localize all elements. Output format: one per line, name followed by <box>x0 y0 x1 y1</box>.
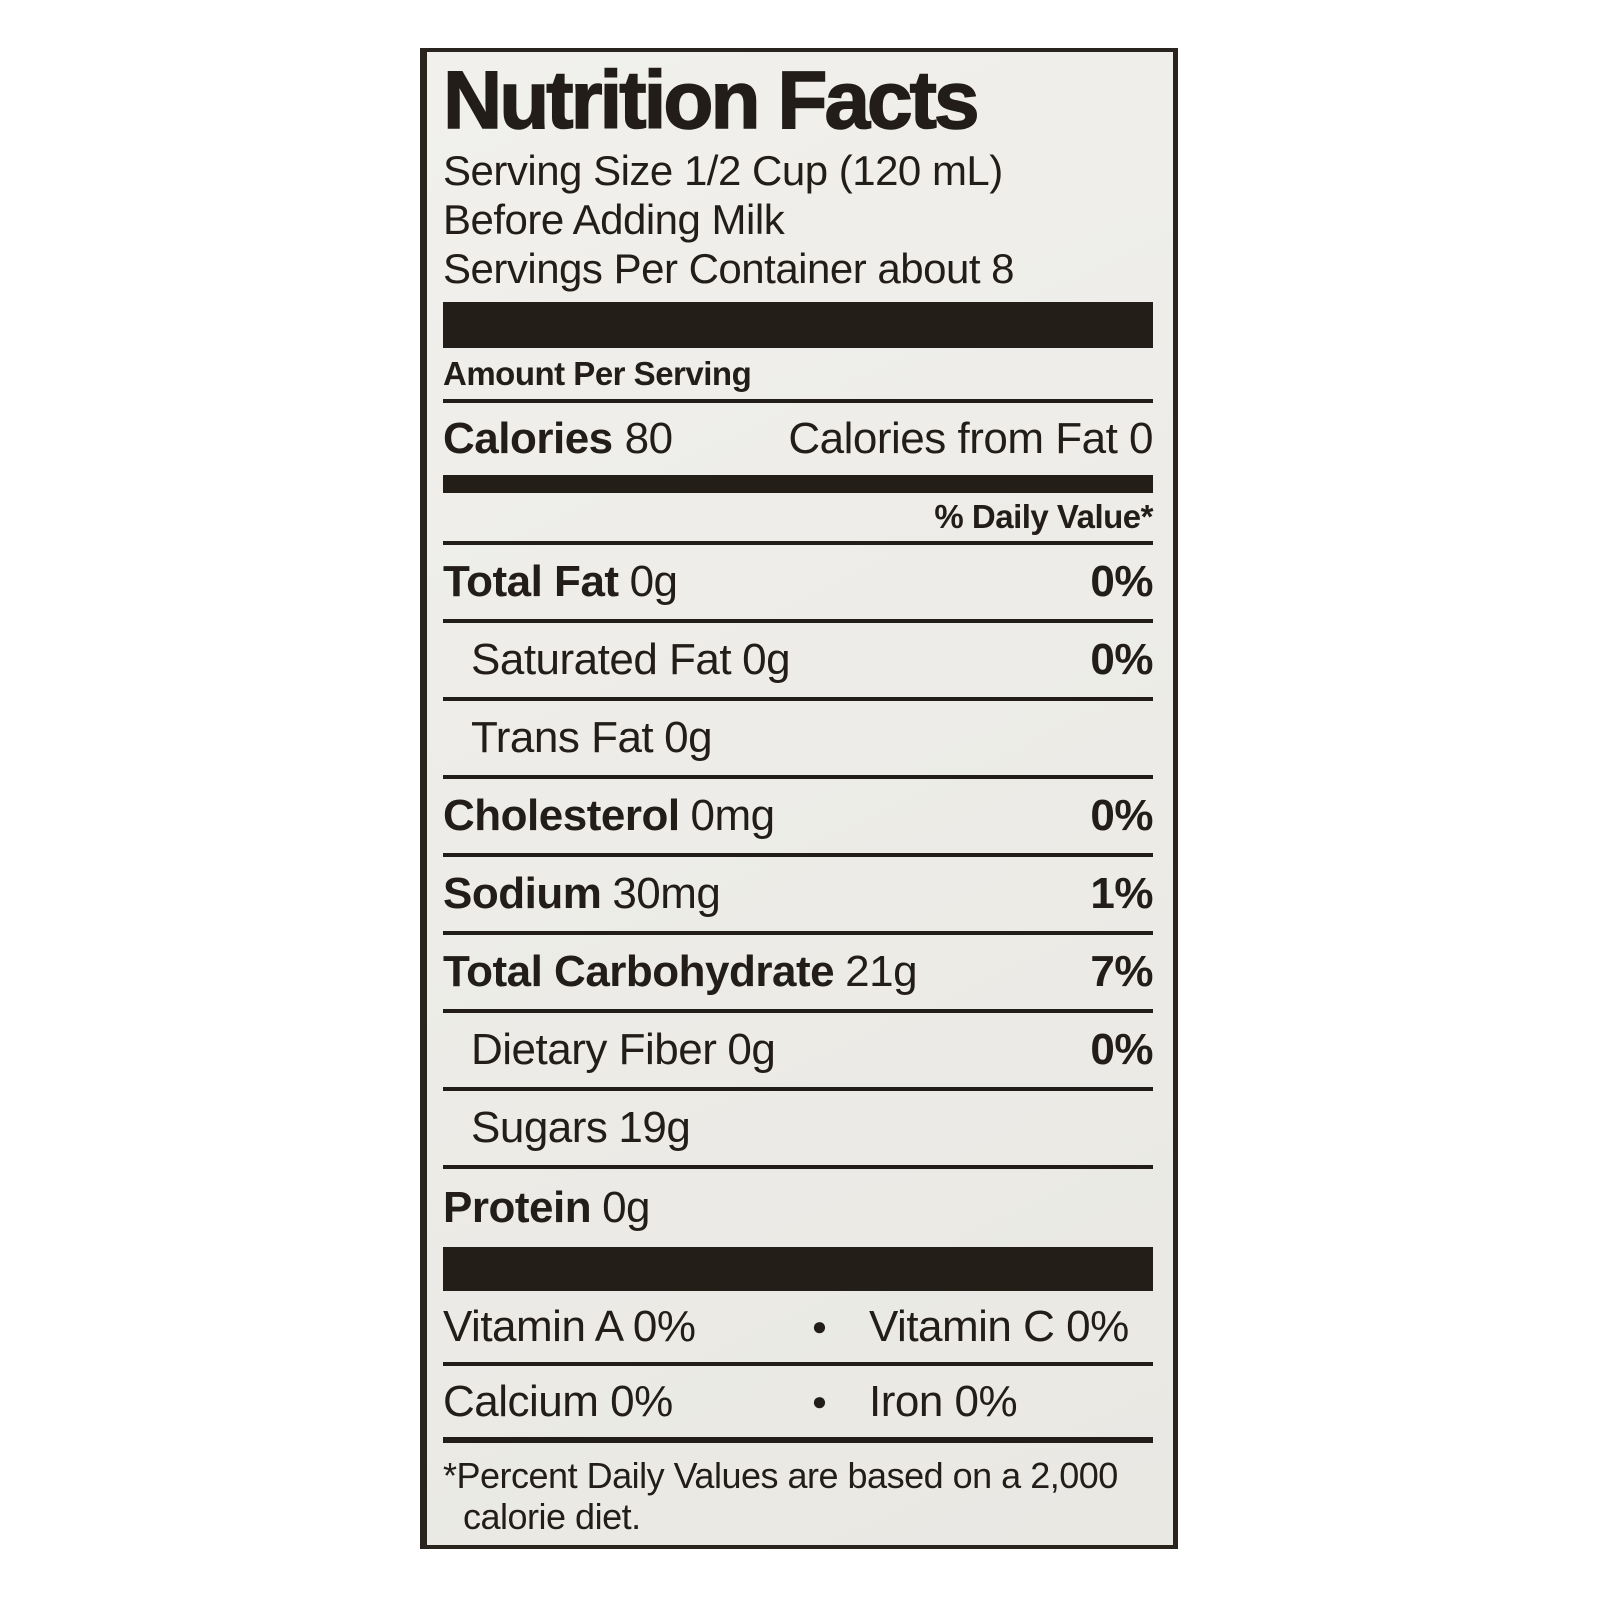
nutrient-row: Total Carbohydrate 21g 7% <box>443 935 1153 1013</box>
nutrient-daily-value: 0% <box>1090 1025 1153 1074</box>
medium-separator-bar <box>443 475 1153 493</box>
label-title: Nutrition Facts <box>442 55 980 147</box>
nutrient-amount: 0g <box>602 1183 651 1232</box>
nutrient-daily-value: 7% <box>1090 947 1153 996</box>
vitamin-row: Vitamin A 0% ● Vitamin C 0% <box>443 1291 1153 1366</box>
calories-value: 80 <box>624 414 673 463</box>
nutrient-row: Sodium 30mg 1% <box>443 857 1153 935</box>
nutrient-name-group: Total Fat 0g <box>443 557 678 607</box>
nutrient-name: Total Fat <box>443 557 619 606</box>
nutrient-amount: 19g <box>618 1103 691 1152</box>
nutrient-name: Saturated Fat <box>471 635 732 684</box>
nutrient-name-group: Saturated Fat 0g <box>443 635 791 685</box>
label-header: Nutrition Facts Serving Size 1/2 Cup (12… <box>442 52 1153 302</box>
nutrient-name-group: Cholesterol 0mg <box>443 791 775 841</box>
nutrient-name-group: Sugars 19g <box>443 1103 691 1153</box>
servings-per-container-line: Servings Per Container about 8 <box>443 245 1015 292</box>
nutrient-name: Trans Fat <box>471 713 654 762</box>
nutrient-row: Saturated Fat 0g 0% <box>443 623 1153 701</box>
calories-left: Calories 80 <box>443 414 673 464</box>
nutrient-name: Sugars <box>471 1103 608 1152</box>
nutrient-amount: 0mg <box>690 791 776 840</box>
nutrient-name-group: Total Carbohydrate 21g <box>443 947 918 997</box>
footnote: *Percent Daily Values are based on a 2,0… <box>443 1443 1153 1537</box>
nutrient-amount: 30mg <box>612 869 721 918</box>
nutrient-name-group: Protein 0g <box>443 1183 651 1233</box>
bullet-icon: ● <box>811 1386 828 1416</box>
daily-value-header: % Daily Value* <box>443 493 1154 545</box>
nutrient-name: Sodium <box>443 869 602 918</box>
nutrient-name-group: Dietary Fiber 0g <box>443 1025 776 1075</box>
vitamin-left: Vitamin A 0% <box>443 1301 696 1351</box>
nutrient-amount: 0g <box>742 635 791 684</box>
nutrient-row: Total Fat 0g 0% <box>443 545 1153 623</box>
nutrient-amount: 0g <box>629 557 678 606</box>
nutrient-amount: 0g <box>664 713 713 762</box>
calories-from-fat: Calories from Fat 0 <box>788 414 1153 463</box>
nutrient-daily-value: 1% <box>1090 869 1153 918</box>
nutrition-facts-label: Nutrition Facts Serving Size 1/2 Cup (12… <box>420 48 1178 1549</box>
nutrient-name: Protein <box>443 1183 592 1232</box>
vitamin-rows: Vitamin A 0% ● Vitamin C 0% Calcium 0% ● Iron… <box>443 1291 1153 1443</box>
nutrient-row: Protein 0g <box>443 1169 1153 1247</box>
vitamin-right: Vitamin C 0% <box>868 1301 1129 1351</box>
vitamin-left: Calcium 0% <box>443 1376 673 1426</box>
nutrient-daily-value: 0% <box>1090 557 1153 606</box>
nutrient-name-group: Sodium 30mg <box>443 869 721 919</box>
nutrient-row: Cholesterol 0mg 0% <box>443 779 1153 857</box>
vitamin-row: Calcium 0% ● Iron 0% <box>443 1366 1153 1443</box>
thick-separator-bar-bottom <box>443 1247 1153 1291</box>
nutrient-amount: 0g <box>727 1025 776 1074</box>
amount-per-serving-heading: Amount Per Serving <box>443 348 1153 403</box>
nutrient-name: Dietary Fiber <box>471 1025 717 1074</box>
vitamin-right: Iron 0% <box>868 1376 1018 1426</box>
bullet-icon: ● <box>811 1311 828 1341</box>
nutrient-row: Sugars 19g <box>443 1091 1153 1169</box>
thick-separator-bar-top <box>443 302 1153 348</box>
nutrient-name: Cholesterol <box>443 791 680 840</box>
nutrient-row: Dietary Fiber 0g 0% <box>443 1013 1153 1091</box>
calories-label: Calories <box>443 414 613 463</box>
nutrient-daily-value: 0% <box>1090 635 1153 684</box>
serving-size-line: Serving Size 1/2 Cup (120 mL) <box>443 147 1003 194</box>
calories-row: Calories 80 Calories from Fat 0 <box>443 403 1153 475</box>
footnote-line-2: calorie diet. <box>463 1496 641 1537</box>
nutrient-daily-value: 0% <box>1090 791 1153 840</box>
nutrient-name-group: Trans Fat 0g <box>443 713 713 763</box>
nutrient-rows: Total Fat 0g 0% Saturated Fat 0g 0% Trans Fat 0… <box>443 545 1153 1247</box>
nutrient-amount: 21g <box>845 947 918 996</box>
nutrient-row: Trans Fat 0g <box>443 701 1153 779</box>
footnote-line-1: *Percent Daily Values are based on a 2,0… <box>443 1455 1118 1496</box>
before-adding-milk-line: Before Adding Milk <box>443 196 785 243</box>
nutrient-name: Total Carbohydrate <box>443 947 835 996</box>
